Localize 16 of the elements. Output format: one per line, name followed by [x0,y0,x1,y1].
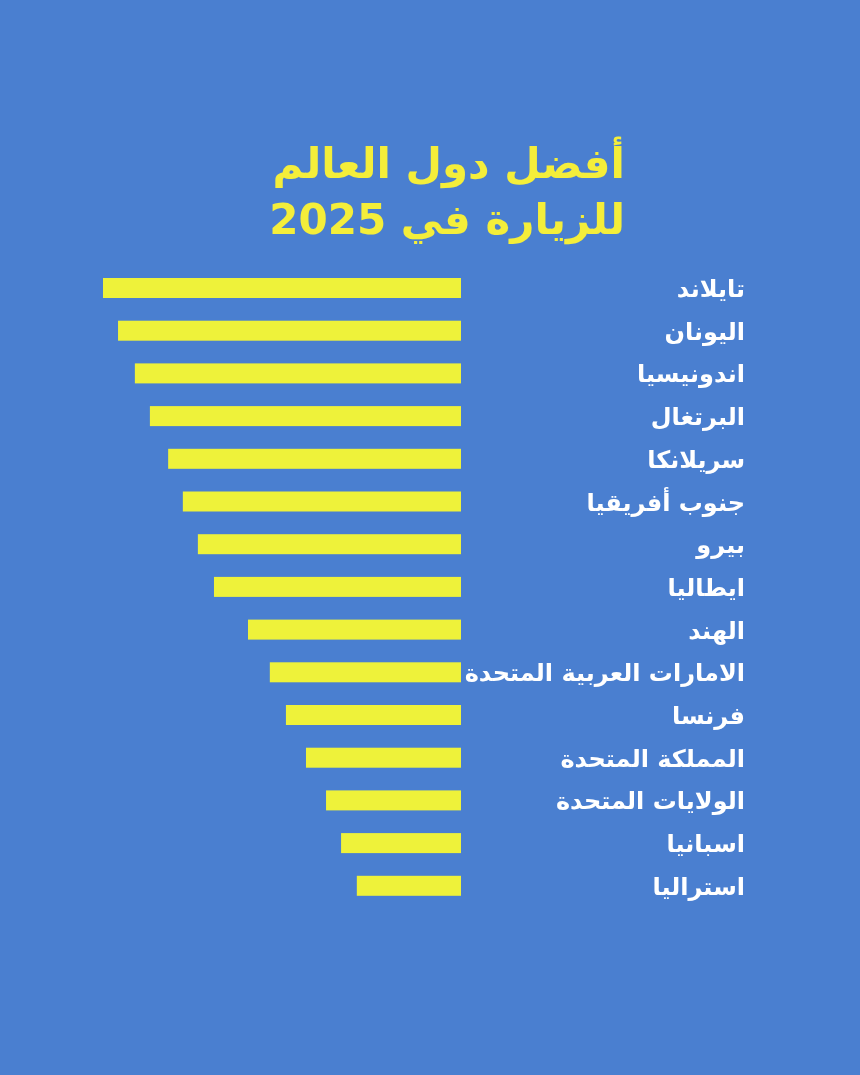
y-tick-label: البرتغال [650,403,745,432]
y-tick-label: سريلانكا [647,445,745,474]
y-tick-label: الهند [688,616,745,645]
y-tick-label: المملكة المتحدة [560,744,745,773]
y-tick-label: الامارات العربية المتحدة [464,659,745,688]
y-tick-label: فرنسا [671,702,745,730]
chart-title: أفضل دول العالم للزيارة في 2025 [269,136,625,245]
y-tick-label: الولايات المتحدة [555,787,745,816]
y-tick-label: بيرو [695,531,745,560]
y-tick-label: اليونان [664,317,745,346]
y-tick-label: اسبانيا [666,830,745,859]
y-tick-label: اندونيسيا [636,360,745,389]
y-tick-label: ايطاليا [667,573,745,602]
y-tick-label: جنوب أفريقيا [586,486,745,517]
y-tick-label: استراليا [652,872,745,901]
y-tick-label: تايلاند [676,275,745,303]
